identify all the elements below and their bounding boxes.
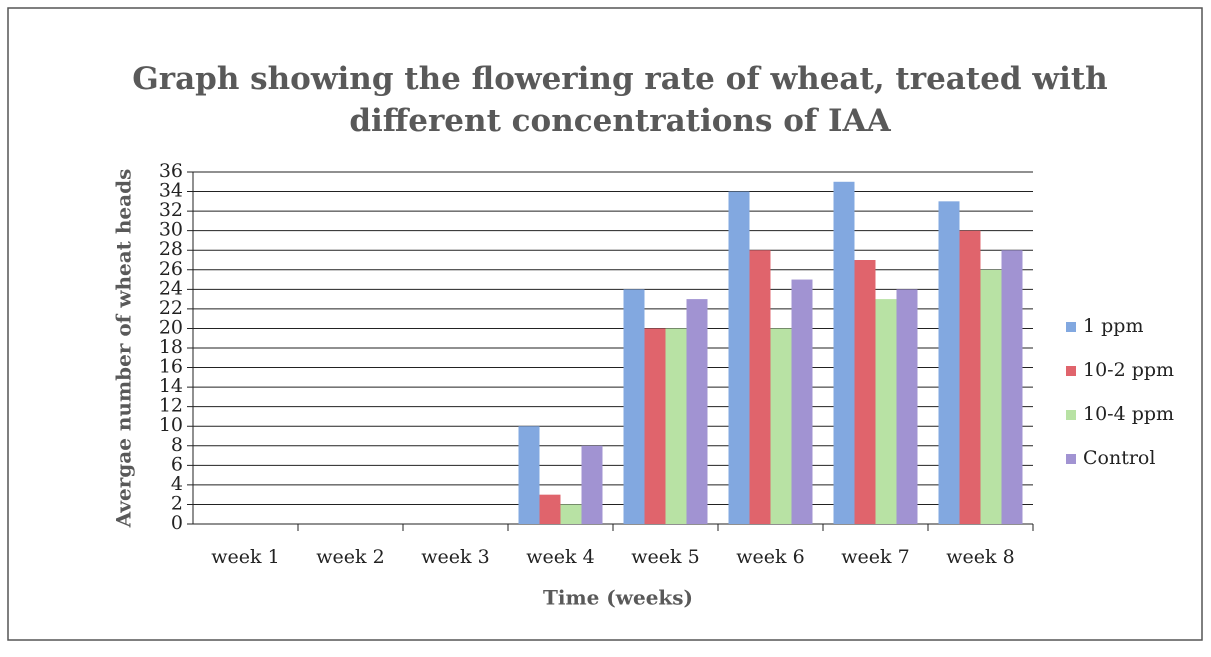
y-tick-label: 2 <box>171 492 183 514</box>
legend-swatch <box>1066 366 1076 376</box>
bar <box>749 250 771 524</box>
chart-border <box>7 7 1203 641</box>
y-tick-label: 14 <box>159 375 183 397</box>
x-tick-label: week 3 <box>421 546 489 568</box>
bar <box>854 260 876 524</box>
x-tick-label: week 5 <box>631 546 699 568</box>
bar <box>665 328 687 524</box>
y-tick-label: 12 <box>159 395 183 417</box>
y-tick-label: 16 <box>159 356 183 378</box>
legend-label: 10-4 ppm <box>1083 403 1174 425</box>
bar <box>581 445 603 524</box>
x-tick-label: week 6 <box>736 546 804 568</box>
legend-swatch <box>1066 410 1076 420</box>
chart-title: Graph showing the flowering rate of whea… <box>132 61 1108 139</box>
bar <box>770 328 792 524</box>
bar <box>644 328 666 524</box>
legend-swatch <box>1066 322 1076 332</box>
bar <box>875 299 897 524</box>
y-tick-label: 22 <box>159 297 183 319</box>
y-tick-label: 30 <box>159 219 183 241</box>
y-tick-label: 26 <box>159 258 183 280</box>
x-tick-label: week 2 <box>316 546 384 568</box>
bar <box>896 289 918 524</box>
bar <box>560 504 582 524</box>
y-tick-label: 0 <box>171 512 183 534</box>
y-tick-label: 4 <box>171 473 183 495</box>
x-tick-label: week 7 <box>841 546 909 568</box>
legend-label: 10-2 ppm <box>1083 359 1174 381</box>
bar <box>959 230 981 524</box>
y-tick-label: 32 <box>159 199 183 221</box>
y-tick-label: 8 <box>171 434 183 456</box>
y-tick-label: 18 <box>159 336 183 358</box>
bar <box>728 191 750 525</box>
x-tick-label: week 1 <box>211 546 279 568</box>
y-tick-label: 36 <box>159 160 183 182</box>
y-tick-label: 6 <box>171 453 183 475</box>
x-tick-label: week 8 <box>946 546 1014 568</box>
x-axis-label: Time (weeks) <box>543 586 693 610</box>
bar <box>1001 250 1023 524</box>
bar <box>686 299 708 524</box>
legend-label: 1 ppm <box>1083 315 1143 337</box>
legend-label: Control <box>1083 447 1155 469</box>
bar <box>938 201 960 525</box>
x-tick-label: week 4 <box>526 546 594 568</box>
y-tick-label: 24 <box>159 277 183 299</box>
y-tick-label: 28 <box>159 238 183 260</box>
y-tick-label: 34 <box>159 180 183 202</box>
bar <box>791 279 813 524</box>
bar <box>518 426 540 524</box>
y-axis-label: Avergae number of wheat heads <box>112 169 136 529</box>
bar <box>980 269 1002 524</box>
bar <box>623 289 645 524</box>
bar <box>833 181 855 524</box>
bar <box>539 494 561 524</box>
y-tick-label: 20 <box>159 316 183 338</box>
legend-swatch <box>1066 454 1076 464</box>
y-tick-label: 10 <box>159 414 183 436</box>
